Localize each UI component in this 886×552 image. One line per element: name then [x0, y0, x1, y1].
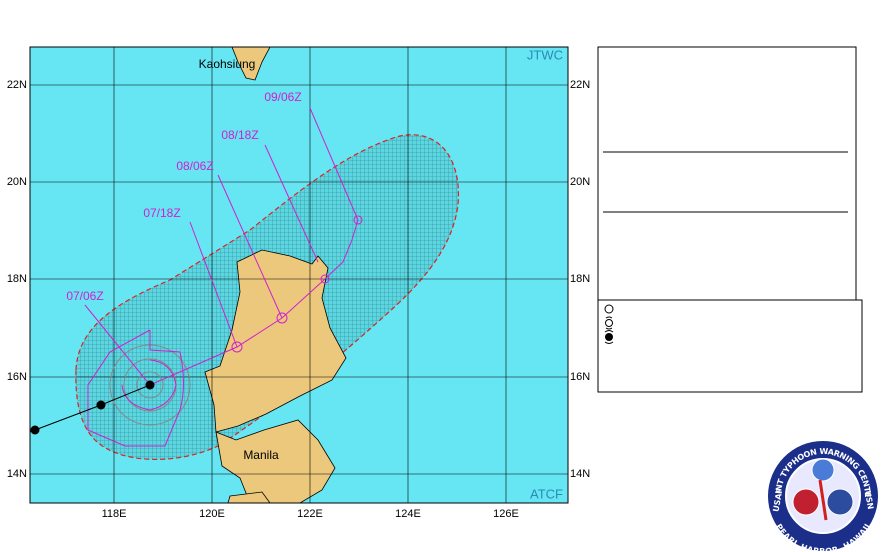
logo [768, 441, 878, 551]
latitude-label: 16N [570, 371, 590, 383]
longitude-label: 126E [493, 508, 519, 520]
latitude-label: 22N [570, 79, 590, 91]
latitude-label: 18N [570, 273, 590, 285]
longitude-label: 118E [102, 508, 127, 520]
legend-box [597, 299, 863, 393]
forecast-time-label: 07/06Z [66, 289, 103, 303]
latitude-label: 22N [7, 79, 27, 91]
legend-symbols [604, 304, 614, 344]
latitude-label: 16N [7, 371, 27, 383]
place-label: Manila [243, 448, 279, 462]
forecast-time-label: 09/06Z [264, 90, 301, 104]
longitude-label: 124E [395, 508, 421, 520]
logo-text: USAF [771, 487, 784, 512]
longitude-label: 120E [199, 508, 225, 520]
latitude-label: 18N [7, 273, 27, 285]
track [30, 107, 363, 435]
forecast-time-label: 07/18Z [143, 206, 180, 220]
longitude-label: 122E [297, 508, 323, 520]
wind-radii [87, 329, 191, 447]
land [204, 47, 347, 503]
latitude-label: 20N [570, 176, 590, 188]
corner-label: JTWC [527, 47, 563, 62]
forecast-time-label: 08/06Z [176, 159, 213, 173]
map-frame [29, 46, 569, 504]
corner-label: ATCF [530, 486, 563, 501]
forecast-time-label: 08/18Z [221, 128, 258, 142]
latitude-label: 20N [7, 176, 27, 188]
map [30, 47, 568, 503]
logo-text: USN [863, 490, 875, 510]
latitude-label: 14N [570, 468, 590, 480]
place-label: Kaohsiung [199, 57, 256, 71]
latitude-label: 14N [7, 468, 27, 480]
warning-box [597, 46, 857, 301]
